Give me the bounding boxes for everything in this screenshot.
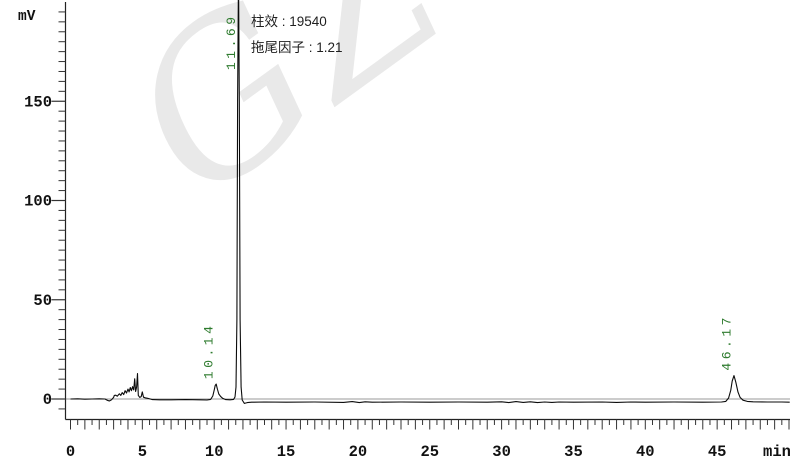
- x-tick-label: 15: [277, 443, 296, 461]
- annotation-box: 柱效 : 19540 拖尾因子 : 1.21: [251, 9, 343, 61]
- x-axis-unit-label: min: [763, 443, 791, 461]
- tailing-factor-text: 拖尾因子 : 1.21: [251, 40, 343, 55]
- x-tick-label: 40: [636, 443, 655, 461]
- column-efficiency-text: 柱效 : 19540: [251, 14, 327, 29]
- peak-label-46.17: 46.17: [719, 314, 734, 371]
- x-tick-label: 30: [492, 443, 511, 461]
- x-tick-label: 5: [138, 443, 147, 461]
- y-axis-unit-label: mV: [18, 9, 36, 25]
- peak-label-10.14: 10.14: [202, 323, 217, 380]
- x-tick-label: 35: [564, 443, 583, 461]
- x-tick-label: 45: [708, 443, 727, 461]
- x-tick-label: 25: [420, 443, 439, 461]
- peak-label-11.69: 11.69: [224, 13, 239, 70]
- signal-trace: [70, 0, 790, 404]
- y-tick-label: 50: [33, 292, 52, 310]
- y-tick-label: 0: [43, 391, 52, 409]
- x-tick-label: 20: [349, 443, 368, 461]
- y-tick-label: 150: [24, 93, 52, 111]
- x-tick-label: 0: [66, 443, 75, 461]
- x-tick-label: 10: [205, 443, 224, 461]
- y-tick-label: 100: [24, 193, 52, 211]
